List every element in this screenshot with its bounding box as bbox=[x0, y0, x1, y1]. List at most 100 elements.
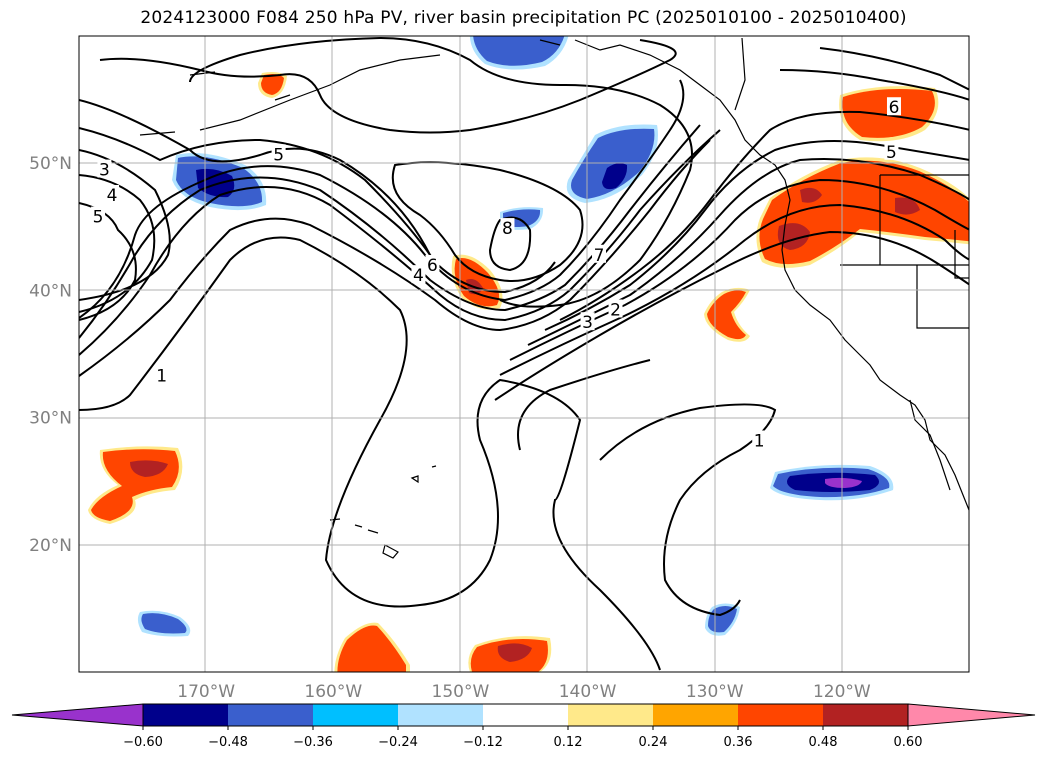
precip-anomaly-positive bbox=[497, 643, 532, 662]
pv-contour-label: 1 bbox=[156, 367, 167, 387]
colorbar-tick-label: 0.36 bbox=[724, 735, 753, 750]
longitude-tick-label: 140°W bbox=[559, 682, 617, 702]
colorbar-tick-label: −0.36 bbox=[293, 735, 333, 750]
precip-anomaly-positive bbox=[707, 290, 746, 340]
precip-anomaly-negative bbox=[571, 128, 655, 199]
colorbar-tick-label: −0.60 bbox=[123, 735, 163, 750]
pv-contour-line bbox=[599, 403, 777, 617]
pv-contour-label: 3 bbox=[582, 313, 593, 333]
longitude-labels: 170°W 160°W 150°W 140°W 130°W 120°W bbox=[177, 682, 871, 702]
pv-contour-line bbox=[79, 139, 711, 377]
pv-contour-line bbox=[79, 129, 721, 356]
pv-contour-label-bg bbox=[105, 185, 120, 203]
hawaii-islands bbox=[329, 465, 437, 559]
longitude-tick-label: 130°W bbox=[686, 682, 744, 702]
pv-contour-label-bg bbox=[580, 312, 595, 331]
colorbar-extend-high bbox=[907, 703, 1036, 727]
colorbar-segment bbox=[143, 704, 228, 726]
pv-contour-line bbox=[819, 47, 969, 91]
pv-contour-label: 5 bbox=[93, 208, 104, 228]
precip-anomaly-negative bbox=[196, 168, 235, 198]
colorbar-segment bbox=[228, 704, 313, 726]
pv-contour-line bbox=[488, 216, 532, 272]
latitude-tick-label: 40°N bbox=[29, 281, 72, 301]
pv-contour-label-bg bbox=[592, 244, 607, 263]
coastline bbox=[734, 37, 746, 111]
latitude-tick-label: 50°N bbox=[29, 154, 72, 174]
colorbar-tick-label: −0.48 bbox=[208, 735, 248, 750]
coastline bbox=[199, 54, 441, 131]
coastline bbox=[909, 399, 951, 491]
colorbar-segment bbox=[823, 704, 908, 726]
colorbar-tick-label: −0.12 bbox=[463, 735, 503, 750]
pv-contour-line bbox=[509, 178, 969, 361]
precip-anomaly-negative bbox=[141, 613, 187, 634]
precip-anomaly-positive bbox=[261, 74, 284, 95]
pv-contour-line bbox=[79, 99, 431, 256]
colorbar-segment bbox=[568, 704, 653, 726]
pv-contour-line bbox=[79, 174, 156, 313]
pv-contour-label: 1 bbox=[754, 431, 765, 451]
longitude-tick-label: 150°W bbox=[432, 682, 490, 702]
pv-contour-line bbox=[79, 236, 661, 671]
precip-shading bbox=[88, 36, 969, 672]
colorbar-tick-label: 0.48 bbox=[809, 735, 838, 750]
precip-anomaly-positive bbox=[759, 160, 969, 264]
coastline bbox=[139, 39, 561, 136]
colorbar-frame bbox=[142, 703, 909, 727]
colorbar-extend-low bbox=[11, 703, 144, 727]
pv-contour-line bbox=[779, 69, 969, 101]
longitude-tick-label: 120°W bbox=[813, 682, 871, 702]
precip-anomaly-negative bbox=[825, 477, 862, 488]
pv-contour-label-bg bbox=[500, 218, 515, 237]
pv-contour-label: 6 bbox=[427, 256, 438, 276]
pv-contour-label-bg bbox=[608, 299, 623, 318]
precip-anomaly-positive bbox=[895, 197, 920, 215]
precip-anomaly-negative bbox=[473, 36, 565, 66]
coastlines bbox=[139, 37, 969, 559]
pv-contour-label-bg bbox=[411, 265, 426, 284]
state-borders bbox=[840, 174, 969, 329]
latitude-tick-label: 20°N bbox=[29, 536, 72, 556]
pv-contour-label: 3 bbox=[99, 161, 110, 181]
gridlines bbox=[79, 36, 969, 672]
colorbar-segment bbox=[398, 704, 483, 726]
precip-anomaly-positive bbox=[800, 187, 822, 203]
pv-contour-label-bg bbox=[91, 206, 106, 225]
latitude-tick-label: 30°N bbox=[29, 409, 72, 429]
pv-contour-line bbox=[517, 359, 651, 451]
colorbar-segment bbox=[653, 704, 738, 726]
pv-contour-label-bg bbox=[884, 141, 899, 160]
pv-contour-label: 8 bbox=[502, 219, 513, 239]
pv-contour-line bbox=[499, 203, 969, 376]
map-frame bbox=[78, 35, 970, 673]
precip-anomaly-positive bbox=[130, 460, 168, 477]
colorbar: −0.60 −0.48 −0.36 −0.24 −0.12 0.12 0.24 0.36 0.4… bbox=[11, 703, 1036, 750]
colorbar-segment bbox=[483, 704, 568, 726]
pv-contour-label: 2 bbox=[610, 300, 621, 320]
longitude-tick-label: 170°W bbox=[177, 682, 235, 702]
pv-contour-label: 4 bbox=[413, 266, 424, 286]
colorbar-segment bbox=[738, 704, 823, 726]
pv-contour-line bbox=[79, 149, 171, 301]
pv-contour-label: 4 bbox=[107, 186, 118, 206]
colorbar-tick-label: 0.60 bbox=[894, 735, 923, 750]
pv-contour-label-bg bbox=[752, 430, 767, 449]
pv-contour-label-bg bbox=[886, 97, 901, 116]
pv-contour-label-bg bbox=[271, 144, 286, 163]
pv-contour-label-bg bbox=[97, 159, 112, 178]
latitude-labels: 20°N 30°N 40°N 50°N bbox=[29, 154, 72, 556]
pv-contour-label: 5 bbox=[886, 143, 897, 163]
pv-contour-label-bg bbox=[154, 365, 169, 384]
colorbar-tick-label: 0.24 bbox=[639, 735, 668, 750]
precip-anomaly-positive bbox=[337, 625, 406, 672]
pv-contour-line bbox=[79, 127, 556, 294]
pv-contour-line bbox=[391, 161, 584, 282]
pv-contour-label: 5 bbox=[273, 145, 284, 165]
map-title: 2024123000 F084 250 hPa PV, river basin … bbox=[140, 8, 907, 28]
pv-contour-label: 6 bbox=[889, 98, 900, 118]
precip-anomaly-positive bbox=[777, 223, 810, 250]
